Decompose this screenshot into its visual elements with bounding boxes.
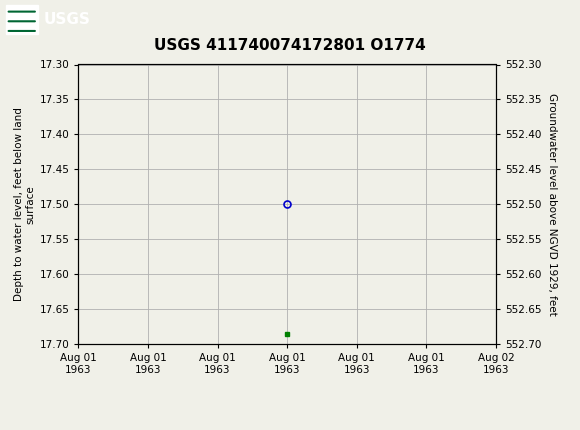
FancyBboxPatch shape [6,5,38,34]
Text: USGS 411740074172801 O1774: USGS 411740074172801 O1774 [154,38,426,52]
Y-axis label: Depth to water level, feet below land
surface: Depth to water level, feet below land su… [14,108,35,301]
Y-axis label: Groundwater level above NGVD 1929, feet: Groundwater level above NGVD 1929, feet [547,93,557,316]
Text: USGS: USGS [44,12,90,27]
